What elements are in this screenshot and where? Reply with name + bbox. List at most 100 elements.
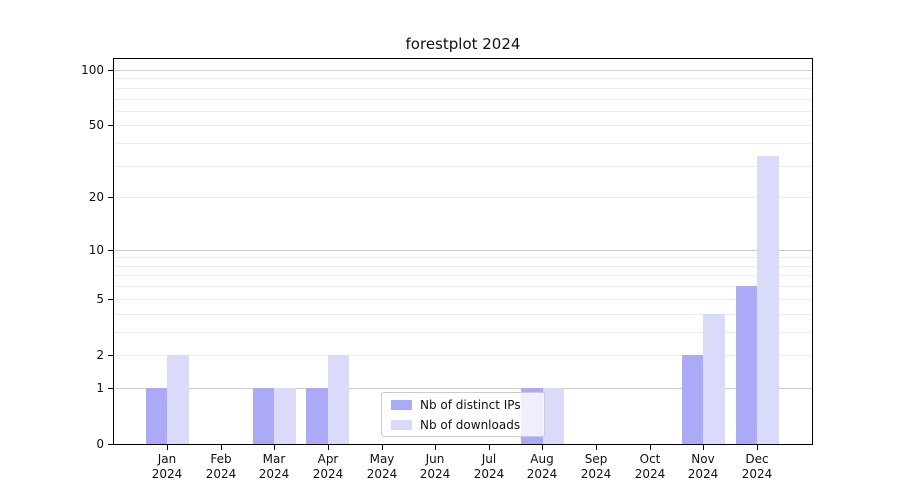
x-tick-label-jun: Jun 2024: [403, 452, 467, 482]
x-tick-month: Jul: [481, 452, 497, 466]
x-tick-month: Sep: [584, 452, 608, 466]
x-tick-label-mar: Mar 2024: [242, 452, 306, 482]
gridline-minor-5: [114, 298, 812, 300]
gridline-minor-7: [114, 275, 812, 277]
legend-swatch-downloads-icon: [391, 419, 412, 430]
x-tick-jan: [167, 445, 168, 450]
gridline-minor-50: [114, 125, 812, 127]
gridline-minor-90: [114, 78, 812, 80]
y-tick-label-100: 100: [81, 63, 104, 77]
x-tick-year: 2024: [258, 467, 290, 481]
plot-area: [113, 58, 813, 445]
gridline-minor-2: [114, 354, 812, 356]
y-tick-label-2: 2: [96, 348, 104, 362]
x-tick-feb: [221, 445, 222, 450]
gridline-major-10: [114, 249, 812, 251]
y-tick-100: [108, 70, 113, 71]
gridline-minor-3: [114, 331, 812, 333]
bar-distinct-ips-jan: [145, 387, 167, 444]
y-tick-label-5: 5: [96, 292, 104, 306]
bar-downloads-jan: [167, 355, 189, 444]
x-tick-month: Jun: [425, 452, 445, 466]
x-tick-year: 2024: [687, 467, 719, 481]
x-tick-year: 2024: [205, 467, 237, 481]
y-tick-label-20: 20: [88, 190, 104, 204]
x-tick-year: 2024: [634, 467, 666, 481]
bar-downloads-dec: [757, 155, 779, 444]
gridline-minor-6: [114, 286, 812, 288]
x-tick-aug: [542, 445, 543, 450]
x-tick-mar: [274, 445, 275, 450]
bar-distinct-ips-mar: [252, 387, 275, 444]
bar-distinct-ips-nov: [681, 355, 704, 444]
x-tick-label-nov: Nov 2024: [671, 452, 735, 482]
x-tick-nov: [703, 445, 704, 450]
x-tick-year: 2024: [312, 467, 344, 481]
y-tick-label-50: 50: [88, 118, 104, 132]
gridline-minor-80: [114, 87, 812, 89]
x-tick-label-dec: Dec 2024: [725, 452, 789, 482]
x-tick-jul: [489, 445, 490, 450]
x-tick-month: Feb: [210, 452, 232, 466]
x-tick-jun: [435, 445, 436, 450]
y-tick-0: [108, 444, 113, 445]
x-tick-year: 2024: [526, 467, 558, 481]
x-tick-month: May: [369, 452, 395, 466]
x-tick-year: 2024: [741, 467, 773, 481]
x-tick-label-feb: Feb 2024: [189, 452, 253, 482]
bar-distinct-ips-dec: [735, 286, 757, 444]
legend-row-downloads: Nb of downloads: [391, 416, 544, 433]
bar-downloads-aug: [542, 387, 564, 444]
x-tick-year: 2024: [151, 467, 183, 481]
x-tick-oct: [650, 445, 651, 450]
y-tick-10: [108, 250, 113, 251]
gridline-minor-30: [114, 165, 812, 167]
bar-distinct-ips-apr: [306, 387, 328, 444]
gridline-minor-8: [114, 265, 812, 267]
x-tick-month: Aug: [530, 452, 554, 466]
x-tick-year: 2024: [473, 467, 505, 481]
bar-downloads-apr: [327, 355, 350, 444]
y-tick-20: [108, 197, 113, 198]
x-tick-label-aug: Aug 2024: [510, 452, 574, 482]
legend: Nb of distinct IPs Nb of downloads: [381, 392, 545, 437]
legend-row-distinct-ips: Nb of distinct IPs: [391, 396, 544, 413]
x-tick-label-apr: Apr 2024: [296, 452, 360, 482]
bar-downloads-nov: [703, 313, 725, 444]
x-tick-label-jul: Jul 2024: [457, 452, 521, 482]
y-tick-50: [108, 125, 113, 126]
x-tick-sep: [596, 445, 597, 450]
x-tick-label-jan: Jan 2024: [135, 452, 199, 482]
y-tick-5: [108, 299, 113, 300]
x-tick-apr: [328, 445, 329, 450]
x-tick-label-sep: Sep 2024: [564, 452, 628, 482]
x-tick-label-oct: Oct 2024: [618, 452, 682, 482]
x-tick-month: Nov: [691, 452, 715, 466]
x-tick-year: 2024: [366, 467, 398, 481]
x-tick-month: Dec: [745, 452, 769, 466]
gridline-minor-9: [114, 257, 812, 259]
x-tick-month: Oct: [639, 452, 661, 466]
y-tick-1: [108, 388, 113, 389]
gridline-major-1: [114, 387, 812, 389]
y-tick-label-0: 0: [96, 437, 104, 451]
gridline-minor-4: [114, 313, 812, 315]
gridline-minor-70: [114, 98, 812, 100]
gridline-major-100: [114, 70, 812, 71]
legend-label-downloads: Nb of downloads: [420, 417, 521, 432]
gridline-minor-60: [114, 110, 812, 112]
gridline-minor-40: [114, 143, 812, 145]
y-tick-label-10: 10: [88, 243, 104, 257]
chart-title: forestplot 2024: [405, 35, 521, 53]
x-tick-month: Jan: [157, 452, 177, 466]
x-tick-year: 2024: [580, 467, 612, 481]
x-tick-month: Mar: [262, 452, 286, 466]
y-tick-2: [108, 355, 113, 356]
x-tick-dec: [757, 445, 758, 450]
x-tick-may: [382, 445, 383, 450]
x-tick-year: 2024: [419, 467, 451, 481]
x-tick-label-may: May 2024: [350, 452, 414, 482]
legend-label-distinct-ips: Nb of distinct IPs: [420, 397, 521, 412]
bar-downloads-mar: [274, 387, 296, 444]
